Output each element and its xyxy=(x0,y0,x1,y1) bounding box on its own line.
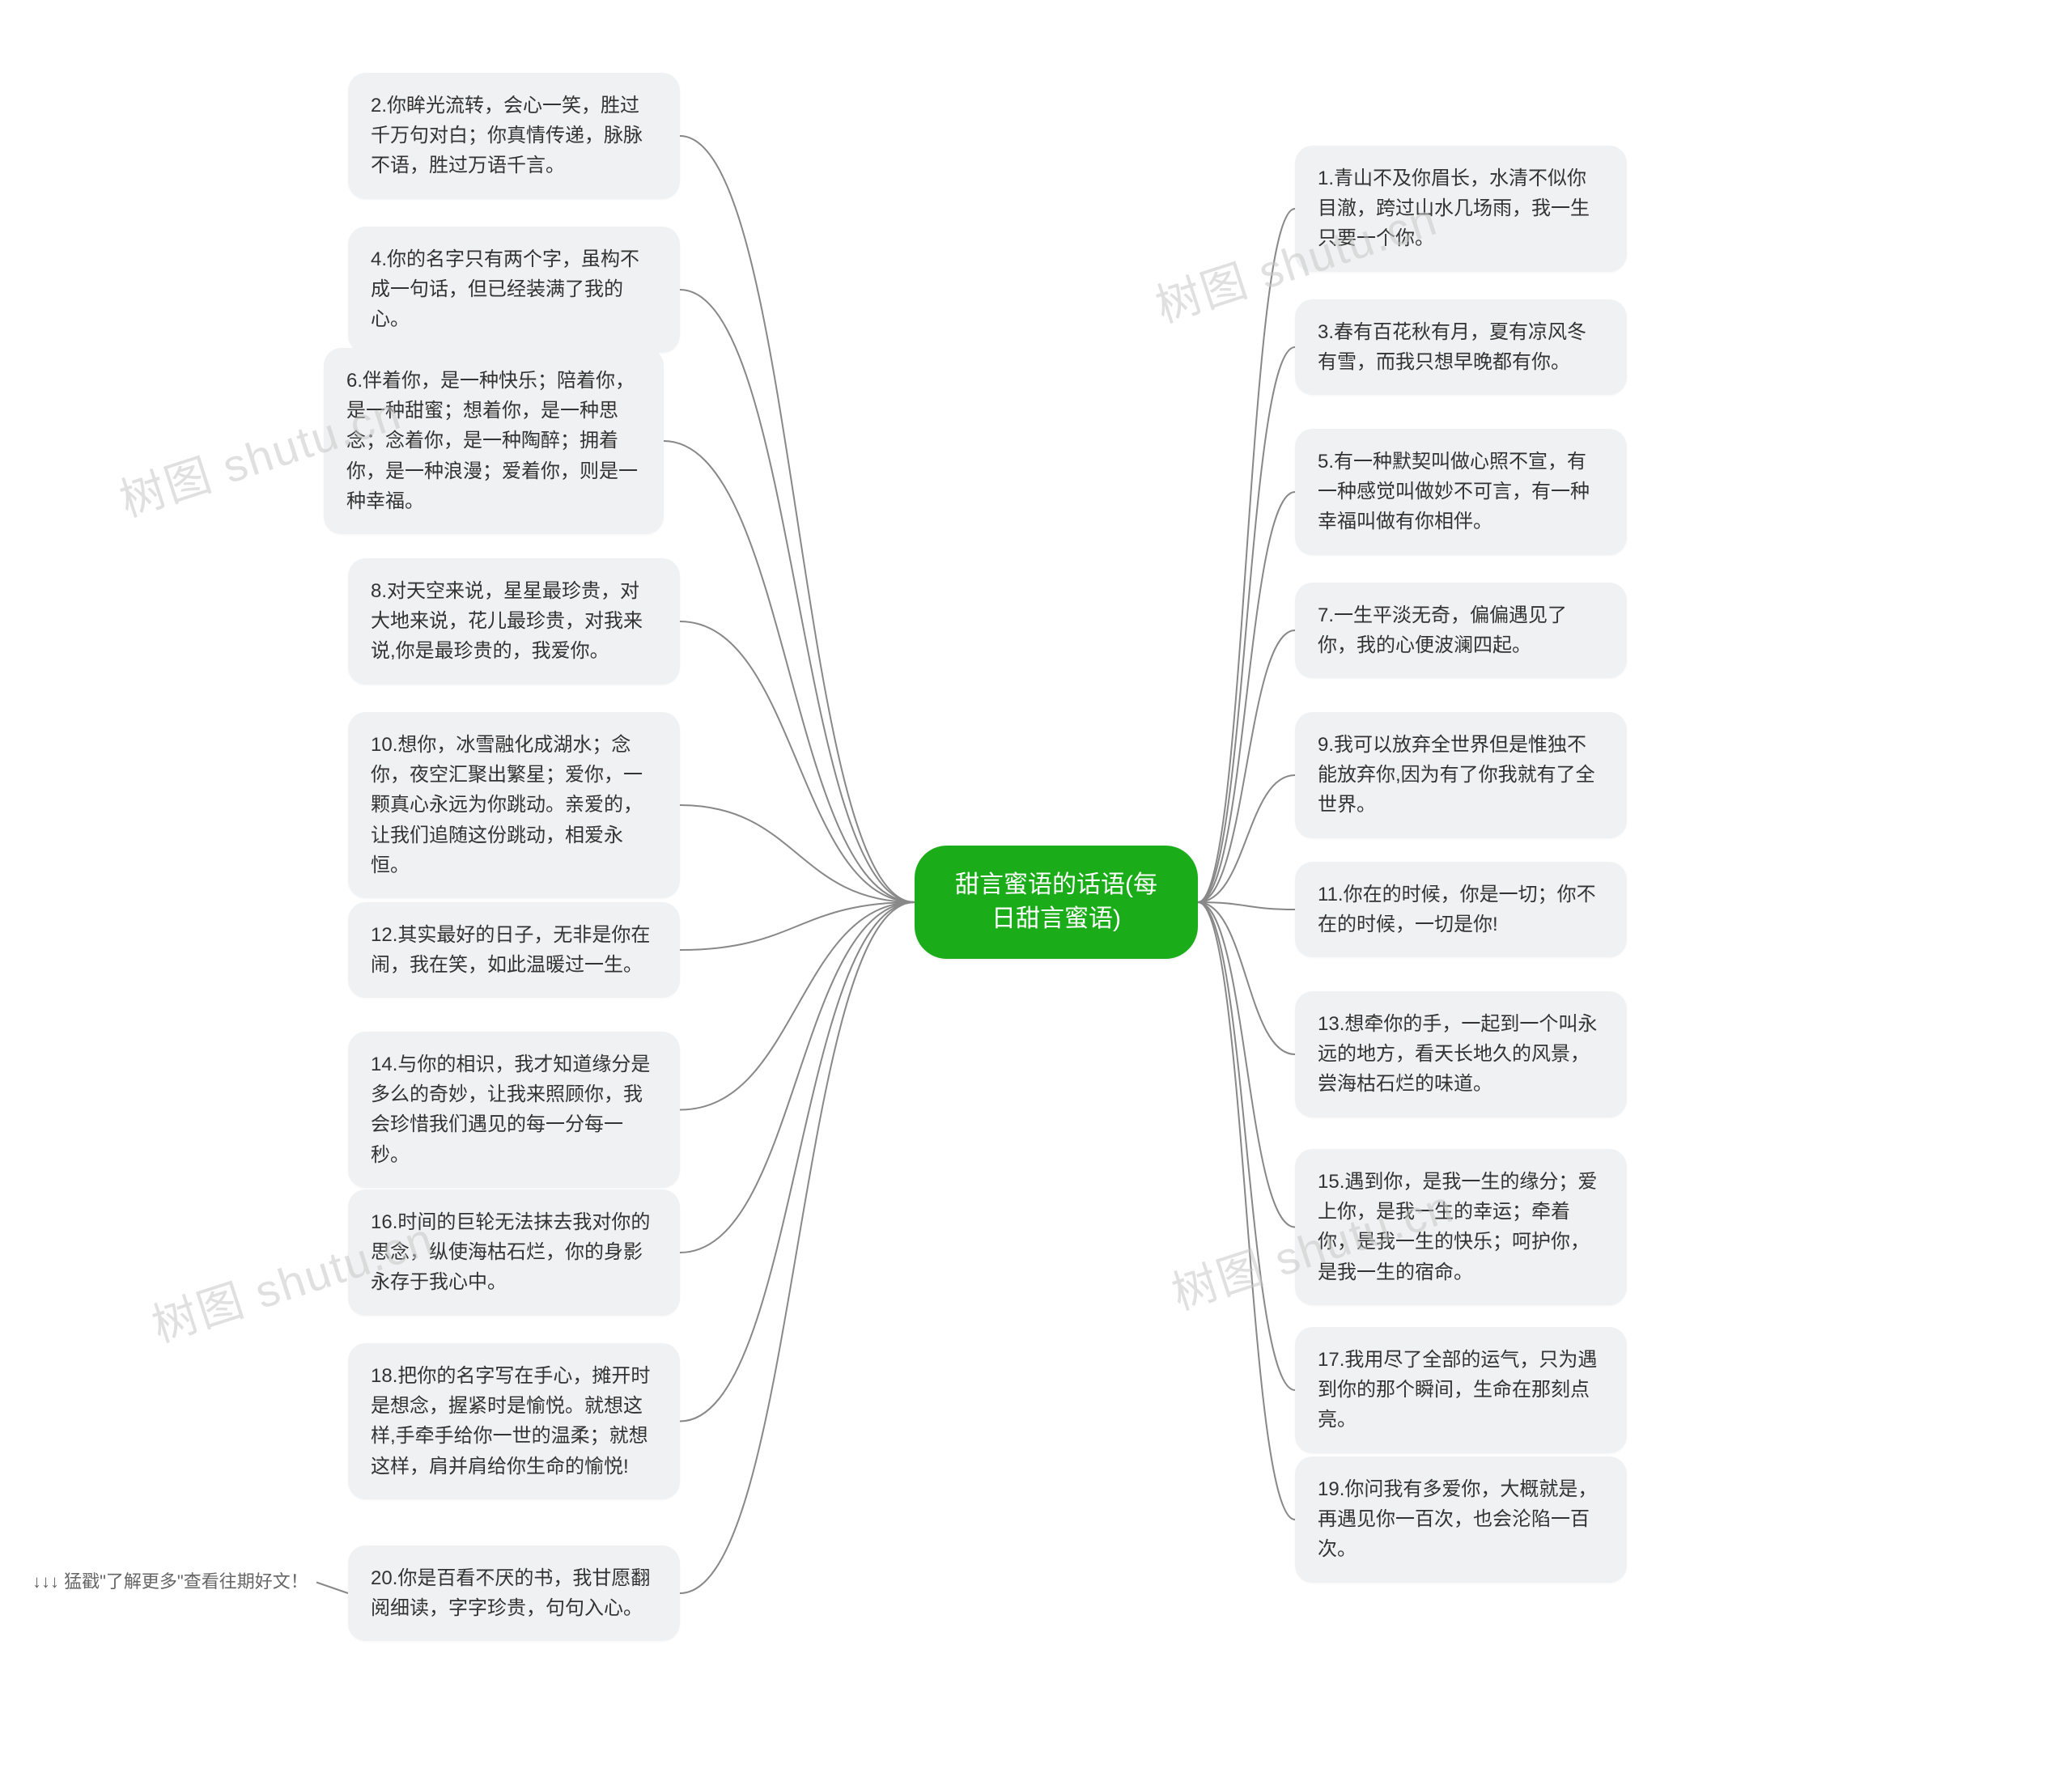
center-node: 甜言蜜语的话语(每日甜言蜜语) xyxy=(915,846,1198,959)
leaf-node: 19.你问我有多爱你，大概就是，再遇见你一百次，也会沦陷一百次。 xyxy=(1295,1456,1627,1583)
leaf-node: 20.你是百看不厌的书，我甘愿翻阅细读，字字珍贵，句句入心。 xyxy=(348,1545,680,1641)
leaf-node: 3.春有百花秋有月，夏有凉风冬有雪，而我只想早晚都有你。 xyxy=(1295,299,1627,395)
leaf-node: 18.把你的名字写在手心，摊开时是想念，握紧时是愉悦。就想这样,手牵手给你一世的… xyxy=(348,1343,680,1499)
leaf-node: 15.遇到你，是我一生的缘分；爱上你，是我一生的幸运；牵着你，是我一生的快乐；呵… xyxy=(1295,1149,1627,1305)
leaf-node: 14.与你的相识，我才知道缘分是多么的奇妙，让我来照顾你，我会珍惜我们遇见的每一… xyxy=(348,1032,680,1188)
leaf-node: 11.你在的时候，你是一切；你不在的时候，一切是你! xyxy=(1295,862,1627,957)
leaf-node: 12.其实最好的日子，无非是你在闹，我在笑，如此温暖过一生。 xyxy=(348,902,680,998)
leaf-node: 13.想牵你的手，一起到一个叫永远的地方，看天长地久的风景，尝海枯石烂的味道。 xyxy=(1295,991,1627,1117)
leaf-node: 16.时间的巨轮无法抹去我对你的思念，纵使海枯石烂，你的身影永存于我心中。 xyxy=(348,1189,680,1316)
leaf-node: 7.一生平淡无奇，偏偏遇见了你，我的心便波澜四起。 xyxy=(1295,583,1627,678)
leaf-node: 5.有一种默契叫做心照不宣，有一种感觉叫做妙不可言，有一种幸福叫做有你相伴。 xyxy=(1295,429,1627,555)
mindmap-canvas: 甜言蜜语的话语(每日甜言蜜语) 1.青山不及你眉长，水清不似你目澈，跨过山水几场雨… xyxy=(0,0,2072,1768)
leaf-node: 10.想你，冰雪融化成湖水；念你，夜空汇聚出繁星；爱你，一颗真心永远为你跳动。亲… xyxy=(348,712,680,898)
sub-node: ↓↓↓ 猛戳"了解更多"查看往期好文！ xyxy=(32,1570,308,1595)
leaf-node: 2.你眸光流转，会心一笑，胜过千万句对白；你真情传递，脉脉不语，胜过万语千言。 xyxy=(348,73,680,199)
leaf-node: 1.青山不及你眉长，水清不似你目澈，跨过山水几场雨，我一生只要一个你。 xyxy=(1295,146,1627,272)
leaf-node: 8.对天空来说，星星最珍贵，对大地来说，花儿最珍贵，对我来说,你是最珍贵的，我爱… xyxy=(348,558,680,685)
leaf-node: 4.你的名字只有两个字，虽构不成一句话，但已经装满了我的心。 xyxy=(348,227,680,353)
leaf-node: 9.我可以放弃全世界但是惟独不能放弃你,因为有了你我就有了全世界。 xyxy=(1295,712,1627,838)
leaf-node: 6.伴着你，是一种快乐；陪着你，是一种甜蜜；想着你，是一种思念；念着你，是一种陶… xyxy=(324,348,664,534)
leaf-node: 17.我用尽了全部的运气，只为遇到你的那个瞬间，生命在那刻点亮。 xyxy=(1295,1327,1627,1453)
